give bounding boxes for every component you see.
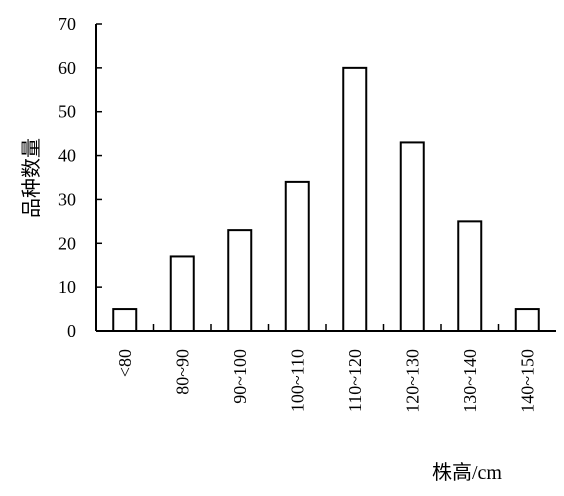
x-category-label: 130~140: [460, 349, 480, 413]
bars-layer: [112, 66, 540, 333]
y-tick-label: 0: [67, 321, 76, 341]
x-category-label: 110~120: [345, 349, 365, 412]
x-category-label: 80~90: [172, 349, 192, 395]
x-category-label: 120~130: [402, 349, 422, 413]
x-category-label: 90~100: [230, 349, 250, 404]
y-tick-label: 20: [58, 233, 76, 253]
x-axis-title: 株高/cm: [432, 461, 502, 484]
y-tick-label: 50: [58, 102, 76, 122]
y-tick-label: 10: [58, 277, 76, 297]
bar-4: [284, 180, 310, 332]
bar-1: [112, 308, 138, 333]
bar-2: [169, 255, 195, 333]
y-tick-label: 40: [58, 146, 76, 166]
y-tick-label: 70: [58, 14, 76, 34]
bar-7: [457, 220, 483, 333]
bar-6: [399, 141, 425, 332]
x-category-label: <80: [115, 349, 135, 377]
labels-layer: 0 10 20 30 40 50 60 70 <80 80~90 90~100 100~110 110~…: [58, 14, 537, 413]
bar-3: [227, 229, 253, 332]
y-axis-title: 品种数量: [20, 138, 43, 218]
axes-layer: [95, 23, 556, 332]
bar-5: [342, 66, 368, 332]
y-tick-label: 60: [58, 58, 76, 78]
x-category-label: 140~150: [517, 349, 537, 413]
bar-8: [514, 308, 540, 333]
x-category-label: 100~110: [287, 349, 307, 412]
y-tick-label: 30: [58, 189, 76, 209]
